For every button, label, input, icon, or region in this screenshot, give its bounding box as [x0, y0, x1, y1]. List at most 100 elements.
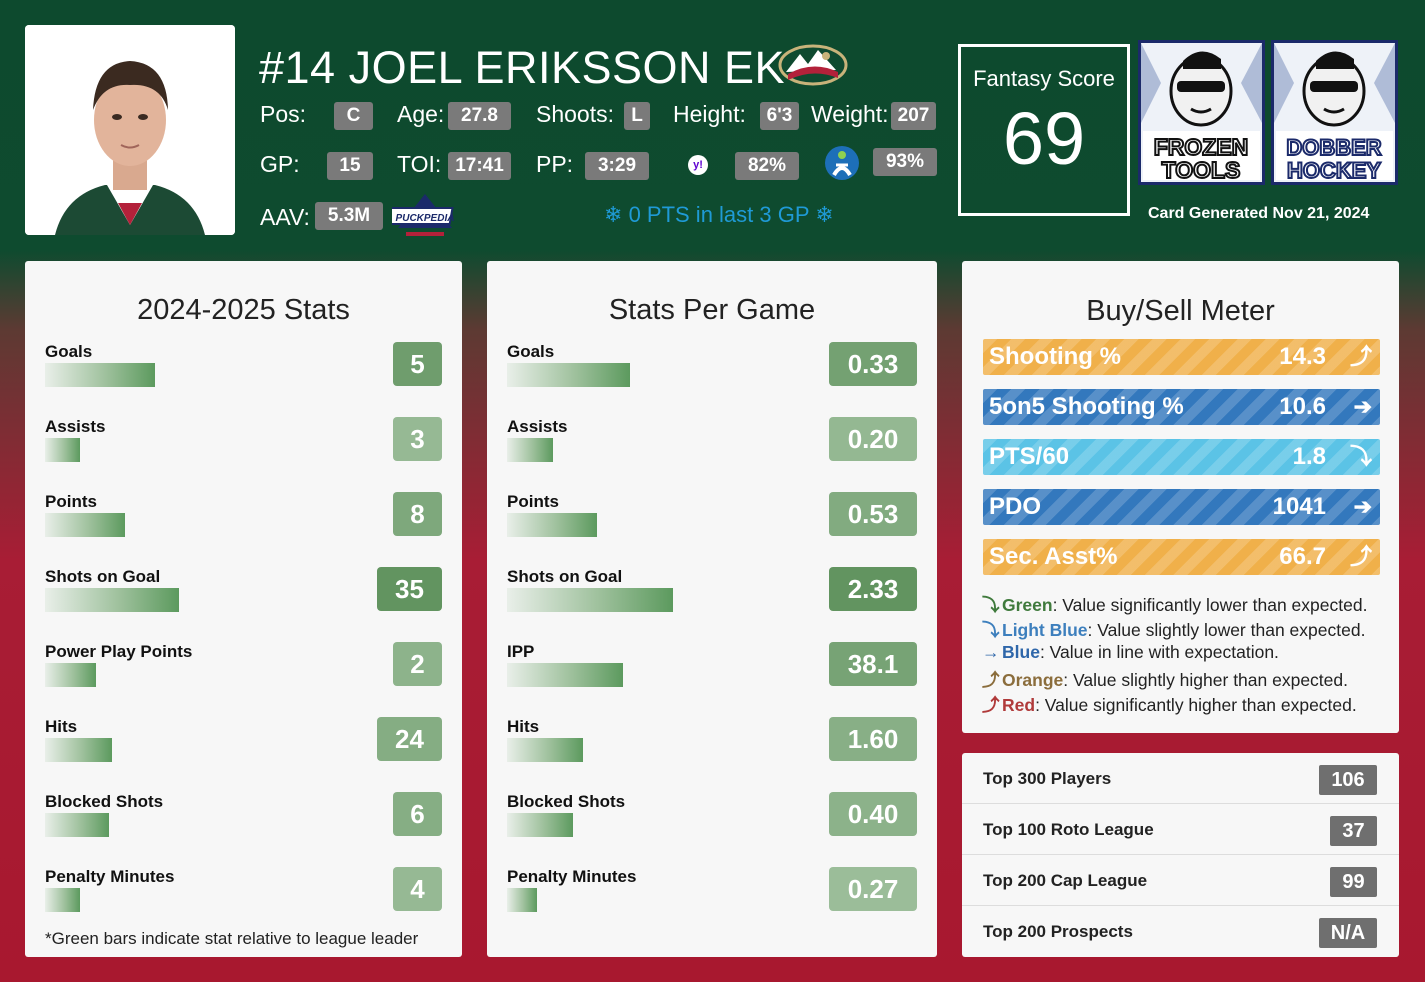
season-stat-label: Assists — [45, 417, 106, 436]
per-game-stat-label: Penalty Minutes — [507, 867, 637, 886]
ranking-label: Top 200 Cap League — [983, 871, 1148, 890]
season-stat-value: 5 — [393, 342, 442, 386]
ranking-label: Top 100 Roto League — [983, 820, 1154, 839]
per-game-stat-value: 0.53 — [829, 492, 917, 536]
legend-text: : Value in line with expectation. — [1039, 642, 1279, 662]
pos-label: Pos: — [260, 101, 307, 127]
snowflake-icon: ❄ — [815, 202, 834, 227]
per-game-stat-value: 0.33 — [829, 342, 917, 386]
per-game-stat-label: IPP — [507, 642, 535, 661]
meter-value: 66.7 — [1279, 543, 1326, 570]
frozen-tools-text-1: FROZEN — [1154, 134, 1249, 160]
buy-sell-title: Buy/Sell Meter — [1086, 295, 1275, 327]
meter-label: PTS/60 — [989, 443, 1070, 470]
season-stat-label: Hits — [45, 717, 78, 736]
season-stat-bar — [45, 888, 80, 912]
season-stat-label: Blocked Shots — [45, 792, 164, 811]
per-game-stat-value: 1.60 — [829, 717, 917, 761]
legend-arrow-icon: ⤴ — [982, 670, 1000, 690]
shoots-label: Shoots: — [536, 101, 614, 127]
ranking-row: Top 300 Players 106 — [962, 753, 1399, 804]
ranking-label: Top 300 Players — [983, 769, 1112, 788]
season-stat-value: 24 — [377, 717, 442, 761]
per-game-stat-bar — [507, 888, 537, 912]
age-value: 27.8 — [448, 102, 511, 130]
per-game-stat-value: 2.33 — [829, 567, 917, 611]
meter-pts-60: PTS/60 1.8 ⤵ — [983, 439, 1380, 475]
season-stats-panel: 2024-2025 Stats Goals 5 Assists 3 Points 8 Sho… — [25, 261, 462, 957]
toi-value: 17:41 — [448, 152, 511, 180]
pos-value: C — [334, 102, 373, 130]
weight-value: 207 — [891, 102, 936, 130]
per-game-stat-label: Assists — [507, 417, 568, 436]
per-game-stat-value: 0.40 — [829, 792, 917, 836]
season-stat-value: 4 — [393, 867, 442, 911]
legend-text: : Value significantly lower than expecte… — [1052, 595, 1368, 615]
season-stat-bar — [45, 738, 112, 762]
weight-label: Weight: — [811, 101, 889, 127]
legend-row: → Blue: Value in line with expectation. — [982, 642, 1279, 663]
trend-arrow-icon: ⤵ — [1349, 444, 1372, 469]
season-stat-bar — [45, 363, 155, 387]
shoots-value: L — [624, 102, 650, 130]
per-game-stat-bar — [507, 513, 597, 537]
meter-value: 1.8 — [1292, 443, 1326, 470]
pp-label: PP: — [536, 151, 574, 177]
ranking-row: Top 100 Roto League 37 — [962, 804, 1399, 855]
trend-arrow-icon: ➔ — [1353, 494, 1372, 519]
legend-word: Red — [1002, 695, 1036, 715]
dobber-text-1: DOBBER — [1286, 135, 1381, 160]
aav-value: 5.3M — [315, 202, 383, 230]
season-stat-bar — [45, 663, 96, 687]
meter-label: Shooting % — [989, 343, 1121, 370]
svg-text:PUCKPEDIA: PUCKPEDIA — [396, 213, 455, 224]
ranking-value: 37 — [1330, 816, 1377, 846]
legend-arrow-icon: ⤵ — [982, 595, 1000, 615]
per-game-stat-bar — [507, 438, 553, 462]
per-game-stat-bar — [507, 813, 573, 837]
meter-5on5-shooting-: 5on5 Shooting % 10.6 ➔ — [983, 389, 1380, 425]
meter-shooting-: Shooting % 14.3 ⤴ — [983, 339, 1380, 375]
meter-label: 5on5 Shooting % — [989, 393, 1184, 420]
legend-word: Blue — [1002, 642, 1040, 662]
legend-word: Orange — [1002, 670, 1064, 690]
pp-value: 3:29 — [585, 152, 649, 180]
team-logo-icon — [778, 42, 848, 93]
per-game-stat-bar — [507, 363, 630, 387]
per-game-stat-value: 0.27 — [829, 867, 917, 911]
snowflake-icon: ❄ — [604, 202, 623, 227]
player-photo — [25, 25, 235, 235]
aav-label: AAV: — [260, 204, 310, 230]
trend-arrow-icon: ➔ — [1353, 394, 1372, 419]
frozen-tools-logo[interactable]: FROZEN TOOLS — [1138, 40, 1265, 185]
per-game-stat-bar — [507, 738, 583, 762]
footnote: *Green bars indicate stat relative to le… — [45, 929, 419, 948]
puckpedia-logo[interactable]: PUCKPEDIA — [386, 188, 458, 246]
height-label: Height: — [673, 101, 746, 127]
meter-value: 1041 — [1272, 493, 1326, 520]
season-stat-value: 6 — [393, 792, 442, 836]
per-game-stat-label: Blocked Shots — [507, 792, 626, 811]
season-stat-bar — [45, 813, 109, 837]
season-stat-label: Penalty Minutes — [45, 867, 175, 886]
meter-pdo: PDO 1041 ➔ — [983, 489, 1380, 525]
season-stat-label: Shots on Goal — [45, 567, 161, 586]
card-generated-date: Card Generated Nov 21, 2024 — [1148, 205, 1370, 222]
gp-label: GP: — [260, 151, 300, 177]
season-stats-title: 2024-2025 Stats — [137, 294, 350, 326]
ranking-row: Top 200 Prospects N/A — [962, 906, 1399, 957]
per-game-stat-label: Points — [507, 492, 559, 511]
meter-sec-asst-: Sec. Asst% 66.7 ⤴ — [983, 539, 1380, 575]
gp-value: 15 — [327, 152, 373, 180]
rankings-panel: Top 300 Players 106 Top 100 Roto League 37 T… — [962, 753, 1399, 957]
legend-row: ⤴ Orange: Value slightly higher than expe… — [982, 667, 1348, 692]
dobber-hockey-logo[interactable]: DOBBER HOCKEY — [1271, 40, 1398, 185]
per-game-stat-label: Shots on Goal — [507, 567, 623, 586]
ranking-value: N/A — [1319, 918, 1377, 948]
meter-label: PDO — [989, 493, 1042, 520]
ranking-label: Top 200 Prospects — [983, 922, 1133, 941]
fantasy-score-label: Fantasy Score — [973, 66, 1115, 91]
ranking-value: 99 — [1330, 867, 1377, 897]
per-game-stat-value: 38.1 — [829, 642, 917, 686]
fantasy-score-box: Fantasy Score 69 — [958, 44, 1130, 216]
